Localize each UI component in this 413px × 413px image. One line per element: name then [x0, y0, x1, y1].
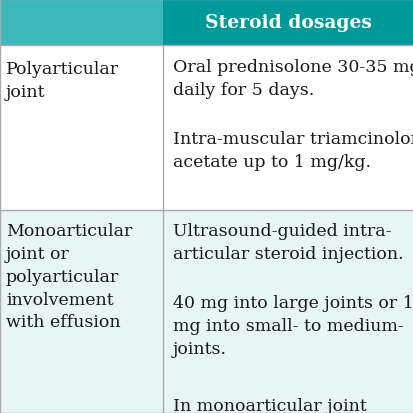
Bar [0, 46, 413, 211]
Text: Intra-muscular triamcinolone
acetate up to 1 mg/kg.: Intra-muscular triamcinolone acetate up … [173, 131, 413, 171]
Text: Monoarticular
joint or
polyarticular
involvement
with effusion: Monoarticular joint or polyarticular inv… [6, 223, 132, 330]
Text: 40 mg into large joints or 1
mg into small- to medium-
joints.: 40 mg into large joints or 1 mg into sma… [173, 294, 413, 357]
Bar [0, 0, 413, 46]
Text: Oral prednisolone 30-35 mg
daily for 5 days.: Oral prednisolone 30-35 mg daily for 5 d… [173, 59, 413, 99]
Text: Ultrasound-guided intra-
articular steroid injection.: Ultrasound-guided intra- articular stero… [173, 223, 403, 262]
Bar [0, 211, 413, 413]
Text: Steroid dosages: Steroid dosages [204, 14, 371, 32]
Text: In monoarticular joint: In monoarticular joint [173, 397, 366, 413]
Bar [0, 0, 163, 46]
Text: Polyarticular
joint: Polyarticular joint [6, 61, 119, 101]
